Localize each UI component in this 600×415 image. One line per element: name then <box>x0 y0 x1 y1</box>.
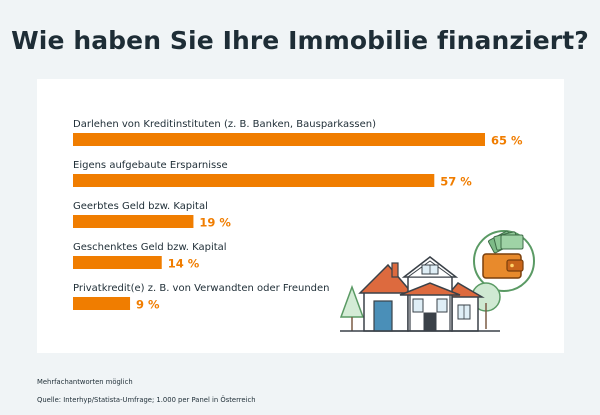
house-icon <box>340 256 500 332</box>
value-label: 14 % <box>168 257 200 271</box>
value-label: 19 % <box>199 216 231 230</box>
bar <box>73 215 194 228</box>
bar <box>73 174 435 187</box>
footnote-note: Mehrfachantworten möglich <box>37 378 133 386</box>
tree-icon <box>340 284 365 331</box>
wallet-icon <box>473 230 535 292</box>
bar <box>73 133 485 146</box>
category-label: Darlehen von Kreditinstituten (z. B. Ban… <box>73 119 376 130</box>
value-label: 9 % <box>136 298 160 312</box>
round-tree-icon <box>471 282 501 329</box>
house-illustration <box>340 230 535 332</box>
category-label: Eigens aufgebaute Ersparnisse <box>73 160 228 171</box>
chart-title: Wie haben Sie Ihre Immobilie finanziert? <box>11 26 589 55</box>
footnote-source: Quelle: Interhyp/Statista-Umfrage; 1.000… <box>37 396 256 404</box>
value-label: 57 % <box>440 175 472 189</box>
category-label: Geschenktes Geld bzw. Kapital <box>73 242 227 253</box>
bar <box>73 297 131 310</box>
category-label: Privatkredit(e) z. B. von Verwandten ode… <box>73 283 330 294</box>
bar <box>73 256 162 269</box>
value-label: 65 % <box>491 134 523 148</box>
category-label: Geerbtes Geld bzw. Kapital <box>73 201 208 212</box>
